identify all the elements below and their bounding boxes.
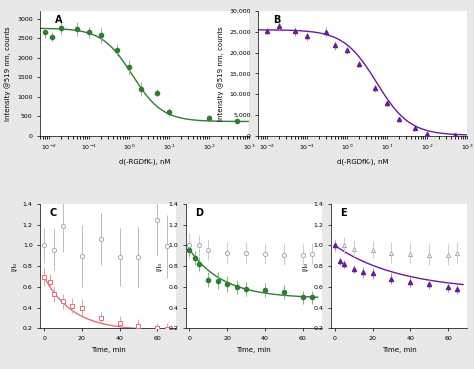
Y-axis label: I/I₀: I/I₀ (302, 262, 308, 271)
X-axis label: Time, min: Time, min (91, 346, 126, 353)
Y-axis label: I/I₀: I/I₀ (11, 262, 17, 271)
X-axis label: d(-RGDfK-), nM: d(-RGDfK-), nM (337, 158, 388, 165)
Y-axis label: I/I₀: I/I₀ (156, 262, 163, 271)
Y-axis label: Intensity @519 nm, counts: Intensity @519 nm, counts (5, 26, 11, 121)
Text: E: E (340, 208, 347, 218)
Text: D: D (195, 208, 203, 218)
Y-axis label: Intensity @519 nm, counts: Intensity @519 nm, counts (217, 26, 224, 121)
X-axis label: Time, min: Time, min (236, 346, 271, 353)
Text: B: B (273, 15, 280, 25)
X-axis label: d(-RGDfK-), nM: d(-RGDfK-), nM (119, 158, 170, 165)
Text: C: C (50, 208, 57, 218)
Text: A: A (55, 15, 63, 25)
X-axis label: Time, min: Time, min (382, 346, 416, 353)
